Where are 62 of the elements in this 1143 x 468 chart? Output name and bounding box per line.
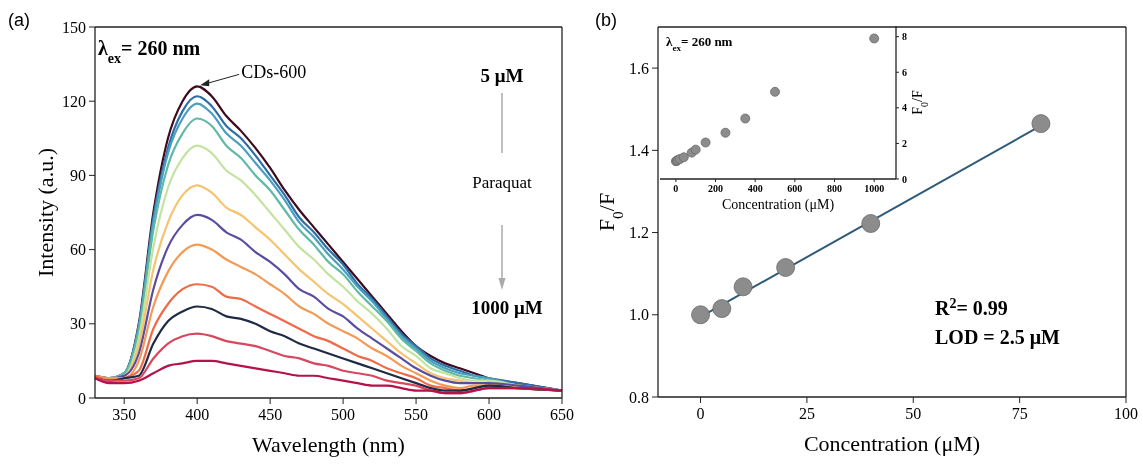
annotation: Paraquat bbox=[472, 173, 533, 192]
point bbox=[700, 137, 711, 148]
y-tick-label: 1.2 bbox=[629, 224, 649, 242]
point bbox=[712, 299, 732, 319]
x-tick-label: 400 bbox=[185, 406, 210, 423]
point bbox=[690, 144, 701, 155]
x-tick-label: 100 bbox=[1114, 405, 1138, 422]
x-axis-title: Concentration (μM) bbox=[721, 197, 835, 213]
annotation: LOD = 2.5 μM bbox=[935, 326, 1061, 349]
y-tick-label: 0 bbox=[78, 389, 86, 407]
point bbox=[740, 113, 751, 124]
x-tick-label: 550 bbox=[404, 406, 429, 423]
point bbox=[776, 258, 796, 277]
x-tick-label: 500 bbox=[331, 406, 356, 423]
y2-tick-label: 6 bbox=[902, 66, 907, 78]
x-tick-label: 600 bbox=[787, 183, 803, 194]
y-tick-label: 120 bbox=[62, 92, 86, 110]
x-tick-label: 0 bbox=[673, 183, 679, 194]
y2-tick-label: 8 bbox=[902, 31, 907, 43]
y-tick-label: 90 bbox=[70, 167, 86, 184]
y-tick-label: 1.6 bbox=[629, 59, 649, 77]
y-tick-label: 0.8 bbox=[629, 388, 649, 406]
x-tick-label: 50 bbox=[905, 405, 922, 422]
y-tick-label: 1.4 bbox=[629, 141, 649, 159]
text: (b) bbox=[595, 10, 617, 30]
annotation: λ$_{ex}$= 260 nm bbox=[98, 37, 201, 66]
y2-tick-label: 0 bbox=[902, 173, 907, 185]
point bbox=[861, 214, 881, 233]
annotation: CDs-600 bbox=[241, 62, 307, 83]
annotation: λ$_{ex}$= 260 nm bbox=[666, 34, 733, 53]
x-tick-label: 450 bbox=[258, 406, 283, 423]
x-tick-label: 75 bbox=[1011, 405, 1028, 422]
y-tick-label: 150 bbox=[62, 18, 86, 36]
x-tick-label: 350 bbox=[112, 406, 137, 423]
line-series bbox=[93, 359, 564, 395]
x-tick-label: 0 bbox=[696, 405, 705, 422]
y-axis-title: Intensity (a.u.) bbox=[33, 148, 58, 277]
point bbox=[720, 127, 731, 138]
y2-tick-label: 2 bbox=[902, 137, 907, 149]
annotation: R$^{2}$= 0.99 bbox=[935, 295, 1008, 319]
y2-tick-label: 4 bbox=[902, 102, 907, 114]
point bbox=[733, 277, 753, 297]
x-tick-label: 25 bbox=[798, 405, 815, 422]
x-tick-label: 200 bbox=[708, 183, 724, 194]
x-axis-title: Wavelength (nm) bbox=[252, 432, 405, 457]
y-tick-label: 30 bbox=[70, 315, 86, 333]
y-tick-label: 1.0 bbox=[629, 306, 649, 324]
annotation: 1000 μM bbox=[471, 297, 543, 318]
point bbox=[678, 152, 689, 163]
point bbox=[869, 33, 880, 44]
point bbox=[1031, 114, 1051, 134]
x-tick-label: 400 bbox=[747, 183, 763, 194]
x-axis-title: Concentration (μM) bbox=[803, 431, 981, 456]
y-tick-label: 60 bbox=[70, 241, 86, 259]
annotation: 5 μM bbox=[480, 65, 524, 86]
x-tick-label: 1000 bbox=[864, 183, 885, 194]
x-tick-label: 800 bbox=[827, 183, 843, 194]
point bbox=[770, 86, 780, 97]
text: (a) bbox=[8, 10, 30, 30]
x-tick-label: 600 bbox=[477, 406, 502, 423]
x-tick-label: 650 bbox=[550, 406, 574, 423]
point bbox=[691, 305, 710, 325]
